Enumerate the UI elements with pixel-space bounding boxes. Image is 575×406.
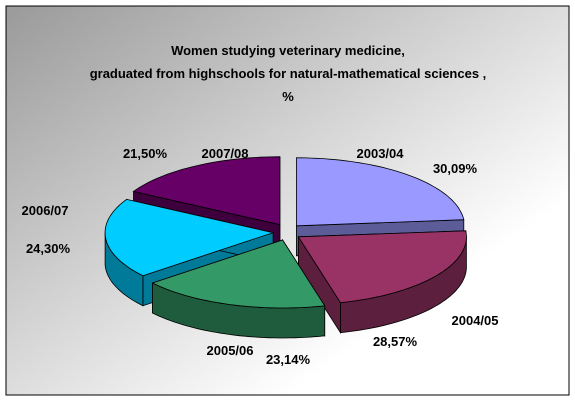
pie-slice xyxy=(297,230,467,304)
value-label: 30,09% xyxy=(433,161,478,176)
value-label: 21,50% xyxy=(123,146,168,161)
pie-slice xyxy=(132,156,281,226)
chart-title: Women studying veterinary medicine, xyxy=(171,43,405,58)
category-label: 2004/05 xyxy=(452,313,499,328)
value-label: 28,57% xyxy=(373,334,418,349)
category-label: 2007/08 xyxy=(202,146,249,161)
chart-title: % xyxy=(282,89,294,104)
chart-title: graduated from highschools for natural-m… xyxy=(90,66,487,81)
category-label: 2005/06 xyxy=(207,343,254,358)
category-label: 2006/07 xyxy=(22,203,69,218)
pie-slice xyxy=(104,198,275,277)
value-label: 23,14% xyxy=(266,352,311,367)
pie-slice xyxy=(151,239,326,309)
value-label: 24,30% xyxy=(26,241,71,256)
category-label: 2003/04 xyxy=(357,146,405,161)
pie-slice xyxy=(296,157,465,227)
